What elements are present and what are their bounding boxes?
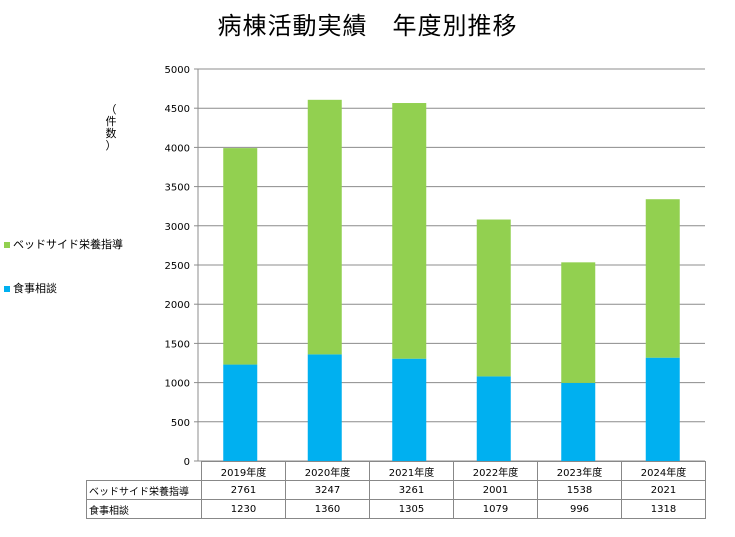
bar-meal-consultation	[307, 354, 342, 461]
y-tick-label: 3500	[165, 183, 190, 194]
y-tick-label: 500	[171, 418, 190, 429]
y-tick-label: 0	[184, 457, 190, 468]
y-tick-label: 2000	[165, 300, 190, 311]
y-tick-label: 1500	[165, 339, 190, 350]
bar-meal-consultation	[476, 376, 511, 461]
y-tick-label: 5000	[165, 65, 190, 76]
data-table: 2019年度 2020年度 2021年度 2022年度 2023年度 2024年…	[86, 461, 706, 519]
y-tick-label: 4000	[165, 143, 190, 154]
legend-label-bedside: ベッドサイド栄養指導	[13, 238, 123, 251]
table-corner	[87, 462, 202, 481]
bar-bedside-guidance	[476, 219, 511, 377]
y-tick-label: 4500	[165, 104, 190, 115]
table-row: 食事相談 1230 1360 1305 1079 996 1318	[86, 499, 706, 519]
table-row-label: ベッドサイド栄養指導	[86, 480, 202, 500]
y-axis-label: （件数）	[105, 103, 117, 152]
bar-bedside-guidance	[392, 103, 427, 359]
table-cell: 1079	[453, 499, 538, 519]
table-cell: 1230	[201, 499, 286, 519]
table-cell: 2761	[201, 480, 286, 500]
y-tick-label: 3000	[165, 222, 190, 233]
bar-bedside-guidance	[223, 148, 258, 365]
bar-meal-consultation	[223, 364, 258, 461]
table-row: ベッドサイド栄養指導 2761 3247 3261 2001 1538 2021	[86, 480, 706, 500]
table-cell: 996	[537, 499, 622, 519]
legend-swatch-bedside	[4, 242, 10, 248]
legend-item-meal: 食事相談	[4, 280, 57, 296]
bar-bedside-guidance	[307, 99, 342, 355]
bar-meal-consultation	[561, 382, 596, 461]
y-tick-label: 2500	[165, 261, 190, 272]
table-cell: 3261	[369, 480, 454, 500]
table-cell: 3247	[285, 480, 370, 500]
legend-item-bedside: ベッドサイド栄養指導	[4, 236, 123, 252]
table-header-cell: 2019年度	[201, 461, 286, 481]
bar-meal-consultation	[392, 358, 427, 461]
legend-swatch-meal	[4, 286, 10, 292]
table-header-cell: 2020年度	[285, 461, 370, 481]
table-cell: 2001	[453, 480, 538, 500]
table-cell: 1538	[537, 480, 622, 500]
bar-meal-consultation	[645, 357, 680, 461]
table-cell: 1318	[621, 499, 706, 519]
table-header-row: 2019年度 2020年度 2021年度 2022年度 2023年度 2024年…	[87, 461, 706, 481]
y-tick-label: 1000	[165, 379, 190, 390]
table-cell: 1305	[369, 499, 454, 519]
legend-label-meal: 食事相談	[13, 282, 57, 295]
bar-bedside-guidance	[561, 262, 596, 383]
table-header-cell: 2022年度	[453, 461, 538, 481]
table-header-cell: 2023年度	[537, 461, 622, 481]
table-header-cell: 2024年度	[621, 461, 706, 481]
table-header-cell: 2021年度	[369, 461, 454, 481]
table-row-label: 食事相談	[86, 499, 202, 519]
table-cell: 2021	[621, 480, 706, 500]
bar-bedside-guidance	[645, 199, 680, 358]
chart-title: 病棟活動実績 年度別推移	[217, 12, 518, 40]
table-cell: 1360	[285, 499, 370, 519]
